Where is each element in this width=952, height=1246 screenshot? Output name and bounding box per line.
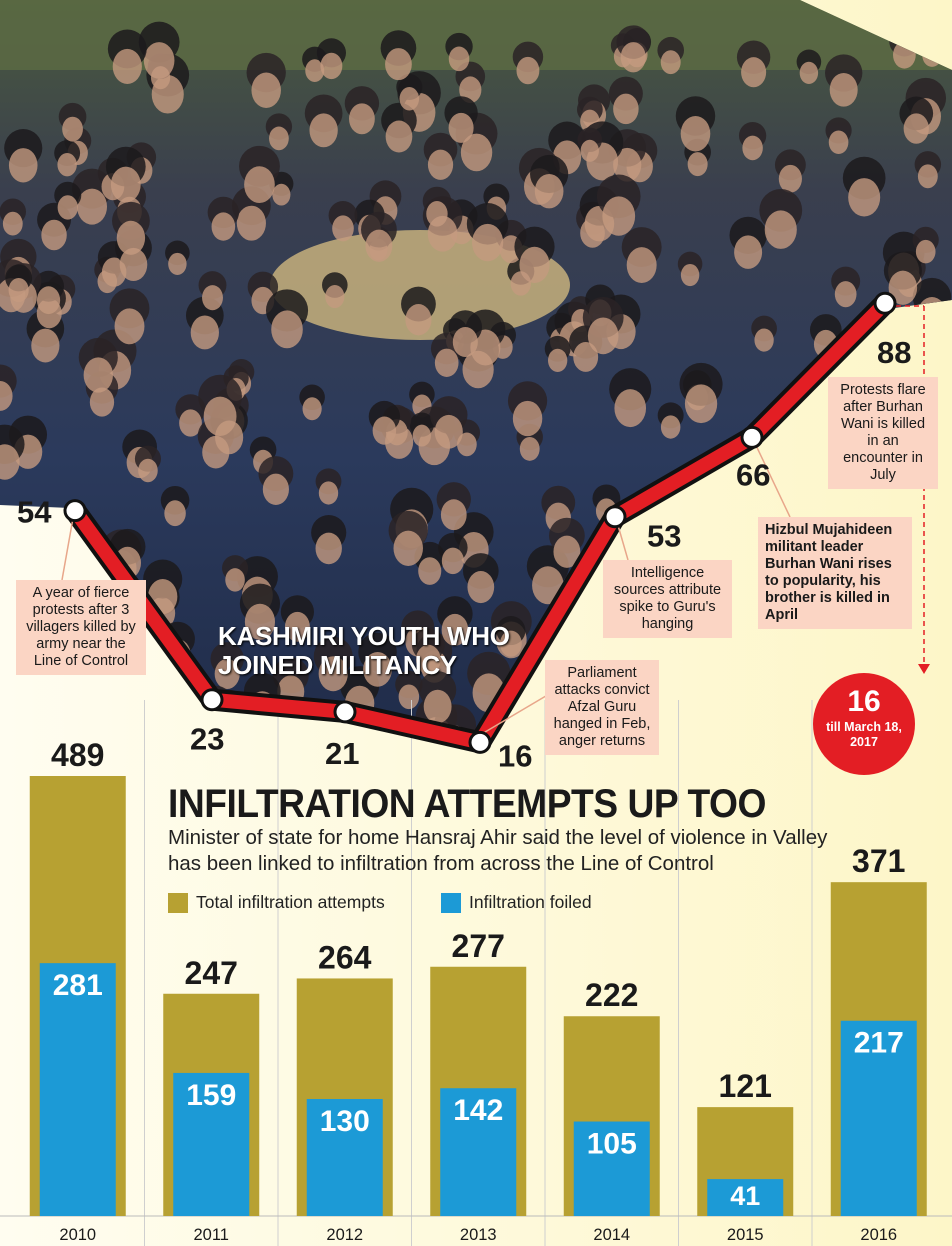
bar-chart-title: INFILTRATION ATTEMPTS UP TOO (168, 782, 767, 826)
label-foiled-2013: 142 (453, 1094, 503, 1127)
bar-foiled-2011 (173, 1072, 250, 1216)
label-foiled-2016: 217 (854, 1027, 904, 1060)
annotation-2014: Intelligence sources attribute spike to … (603, 560, 732, 638)
legend-foiled-label: Infiltration foiled (469, 892, 592, 912)
point-2015 (740, 425, 764, 449)
badge-value: 16 (847, 685, 881, 718)
red-circle-badge: 16 till March 18, 2017 (813, 673, 915, 775)
legend-total-swatch (168, 892, 188, 913)
label-total-2011: 247 (185, 955, 238, 991)
point-label-2010: 54 (17, 495, 52, 530)
point-2014 (603, 505, 627, 529)
point-label-2016: 88 (877, 335, 911, 370)
legend-total: Total infiltration attempts (168, 892, 385, 913)
point-2013 (468, 730, 492, 754)
label-total-2012: 264 (318, 939, 372, 975)
year-label-2010: 2010 (59, 1226, 96, 1244)
point-label-2015: 66 (736, 457, 770, 492)
year-label-2014: 2014 (593, 1226, 630, 1244)
bar-foiled-2015 (707, 1179, 784, 1216)
bar-foiled-2016 (840, 1020, 917, 1216)
legend-foiled: Infiltration foiled (441, 892, 592, 913)
bar-foiled-2013 (440, 1088, 517, 1216)
label-foiled-2011: 159 (186, 1079, 236, 1112)
label-total-2010: 489 (51, 737, 104, 773)
line-chart-title-line-2: JOINED MILITANCY (218, 650, 457, 680)
badge-connector-arrow (918, 664, 930, 674)
label-foiled-2012: 130 (320, 1105, 370, 1138)
label-total-2014: 222 (585, 977, 638, 1013)
label-total-2013: 277 (452, 928, 505, 964)
annotation-leader (479, 689, 557, 736)
year-label-2015: 2015 (727, 1226, 764, 1244)
label-total-2016: 371 (852, 843, 905, 879)
point-label-2011: 23 (190, 722, 224, 757)
line-chart-title: KASHMIRI YOUTH WHO JOINED MILITANCY (218, 622, 510, 680)
year-label-2013: 2013 (460, 1226, 497, 1244)
label-foiled-2010: 281 (53, 969, 103, 1002)
annotation-2013: Parliament attacks convict Afzal Guru ha… (545, 660, 659, 755)
legend-total-label: Total infiltration attempts (196, 892, 385, 912)
year-label-2011: 2011 (194, 1226, 229, 1244)
point-2012 (333, 700, 357, 724)
bar-chart-subtitle: Minister of state for home Hansraj Ahir … (168, 826, 828, 875)
annotation-2010: A year of fierce protests after 3 villag… (16, 580, 146, 675)
crowd-photo (0, 0, 952, 735)
point-2016 (873, 291, 897, 315)
point-2011 (200, 688, 224, 712)
bar-foiled-2014 (573, 1121, 650, 1216)
label-total-2015: 121 (719, 1068, 772, 1104)
annotation-2016: Protests flare after Burhan Wani is kill… (828, 377, 938, 489)
point-label-2012: 21 (325, 736, 359, 771)
legend-foiled-swatch (441, 892, 461, 913)
badge-note: till March 18, 2017 (826, 720, 902, 749)
label-foiled-2015: 41 (730, 1181, 760, 1211)
line-chart-title-line-1: KASHMIRI YOUTH WHO (218, 621, 510, 651)
annotation-leader (751, 436, 791, 518)
point-label-2013: 16 (498, 738, 532, 773)
bar-foiled-2012 (306, 1099, 383, 1216)
bar-foiled-2010 (39, 963, 116, 1216)
label-foiled-2014: 105 (587, 1128, 637, 1161)
point-2010 (63, 499, 87, 523)
year-label-2012: 2012 (326, 1226, 363, 1244)
point-label-2014: 53 (647, 519, 681, 554)
annotation-2015: Hizbul Mujahideen militant leader Burhan… (758, 517, 912, 629)
year-label-2016: 2016 (860, 1226, 897, 1244)
